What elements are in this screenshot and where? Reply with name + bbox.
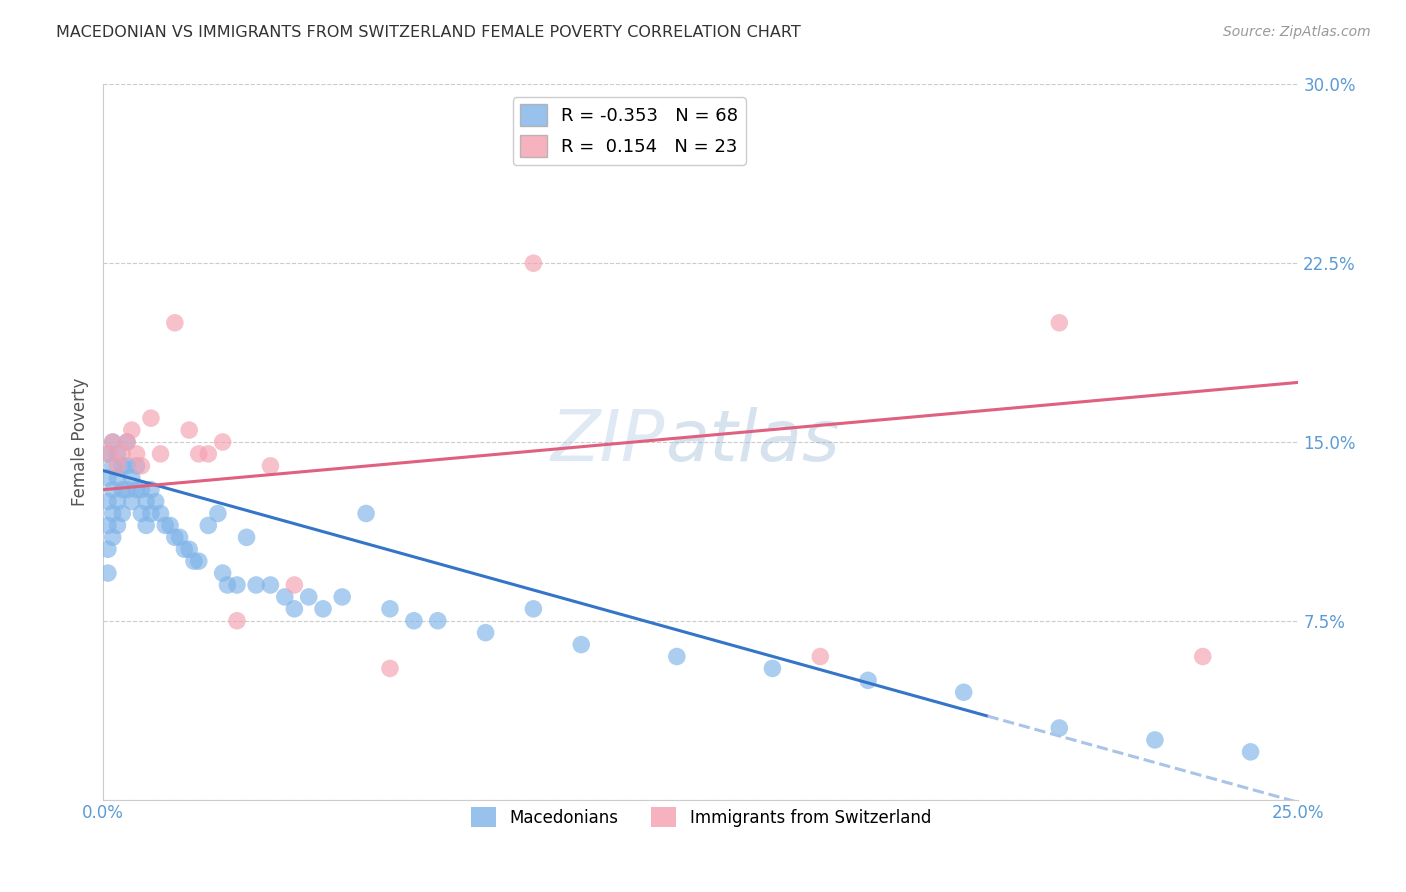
Point — [111, 458, 134, 473]
Point — [101, 483, 124, 497]
Text: Source: ZipAtlas.com: Source: ZipAtlas.com — [1223, 25, 1371, 39]
Text: atlas: atlas — [665, 408, 839, 476]
Point — [101, 434, 124, 449]
Point — [259, 458, 281, 473]
Point — [121, 423, 143, 437]
Point — [125, 447, 148, 461]
Text: MACEDONIAN VS IMMIGRANTS FROM SWITZERLAND FEMALE POVERTY CORRELATION CHART: MACEDONIAN VS IMMIGRANTS FROM SWITZERLAN… — [56, 25, 801, 40]
Text: ZIP: ZIP — [551, 408, 665, 476]
Point — [111, 483, 134, 497]
Point — [149, 507, 172, 521]
Point — [183, 554, 205, 568]
Point — [139, 411, 162, 425]
Point — [226, 578, 249, 592]
Point — [101, 530, 124, 544]
Point — [378, 602, 401, 616]
Point — [1047, 721, 1070, 735]
Point — [211, 434, 233, 449]
Point — [259, 578, 281, 592]
Point — [207, 507, 229, 521]
Y-axis label: Female Poverty: Female Poverty — [72, 378, 89, 506]
Point — [1143, 733, 1166, 747]
Point — [155, 518, 177, 533]
Point — [283, 602, 305, 616]
Point — [274, 590, 297, 604]
Point — [125, 483, 148, 497]
Point — [522, 602, 544, 616]
Point — [330, 590, 353, 604]
Point — [107, 458, 129, 473]
Point — [163, 316, 186, 330]
Point — [569, 638, 592, 652]
Point — [665, 649, 688, 664]
Point — [115, 458, 138, 473]
Point — [245, 578, 267, 592]
Point — [179, 542, 201, 557]
Point — [111, 447, 134, 461]
Point — [107, 518, 129, 533]
Point — [197, 518, 219, 533]
Point — [97, 566, 120, 580]
Point — [139, 483, 162, 497]
Point — [1191, 649, 1213, 664]
Point — [173, 542, 195, 557]
Legend: Macedonians, Immigrants from Switzerland: Macedonians, Immigrants from Switzerland — [464, 800, 938, 834]
Point — [402, 614, 425, 628]
Point — [97, 471, 120, 485]
Point — [808, 649, 831, 664]
Point — [131, 483, 153, 497]
Point — [217, 578, 239, 592]
Point — [298, 590, 321, 604]
Point — [97, 542, 120, 557]
Point — [426, 614, 449, 628]
Point — [159, 518, 181, 533]
Point — [145, 494, 167, 508]
Point — [474, 625, 496, 640]
Point — [197, 447, 219, 461]
Point — [856, 673, 879, 688]
Point — [97, 447, 120, 461]
Point — [121, 471, 143, 485]
Point — [149, 447, 172, 461]
Point — [226, 614, 249, 628]
Point — [107, 494, 129, 508]
Point — [121, 494, 143, 508]
Point — [115, 434, 138, 449]
Point — [169, 530, 191, 544]
Point — [111, 507, 134, 521]
Point — [952, 685, 974, 699]
Point — [131, 458, 153, 473]
Point — [211, 566, 233, 580]
Point — [187, 447, 209, 461]
Point — [107, 447, 129, 461]
Point — [187, 554, 209, 568]
Point — [131, 507, 153, 521]
Point — [135, 494, 157, 508]
Point — [522, 256, 544, 270]
Point — [107, 471, 129, 485]
Point — [1239, 745, 1261, 759]
Point — [163, 530, 186, 544]
Point — [125, 458, 148, 473]
Point — [97, 518, 120, 533]
Point — [1047, 316, 1070, 330]
Point — [139, 507, 162, 521]
Point — [101, 507, 124, 521]
Point — [761, 661, 783, 675]
Point — [179, 423, 201, 437]
Point — [115, 434, 138, 449]
Point — [97, 447, 120, 461]
Point — [115, 483, 138, 497]
Point — [101, 458, 124, 473]
Point — [283, 578, 305, 592]
Point — [354, 507, 377, 521]
Point — [378, 661, 401, 675]
Point — [235, 530, 257, 544]
Point — [101, 434, 124, 449]
Point — [135, 518, 157, 533]
Point — [312, 602, 335, 616]
Point — [97, 494, 120, 508]
